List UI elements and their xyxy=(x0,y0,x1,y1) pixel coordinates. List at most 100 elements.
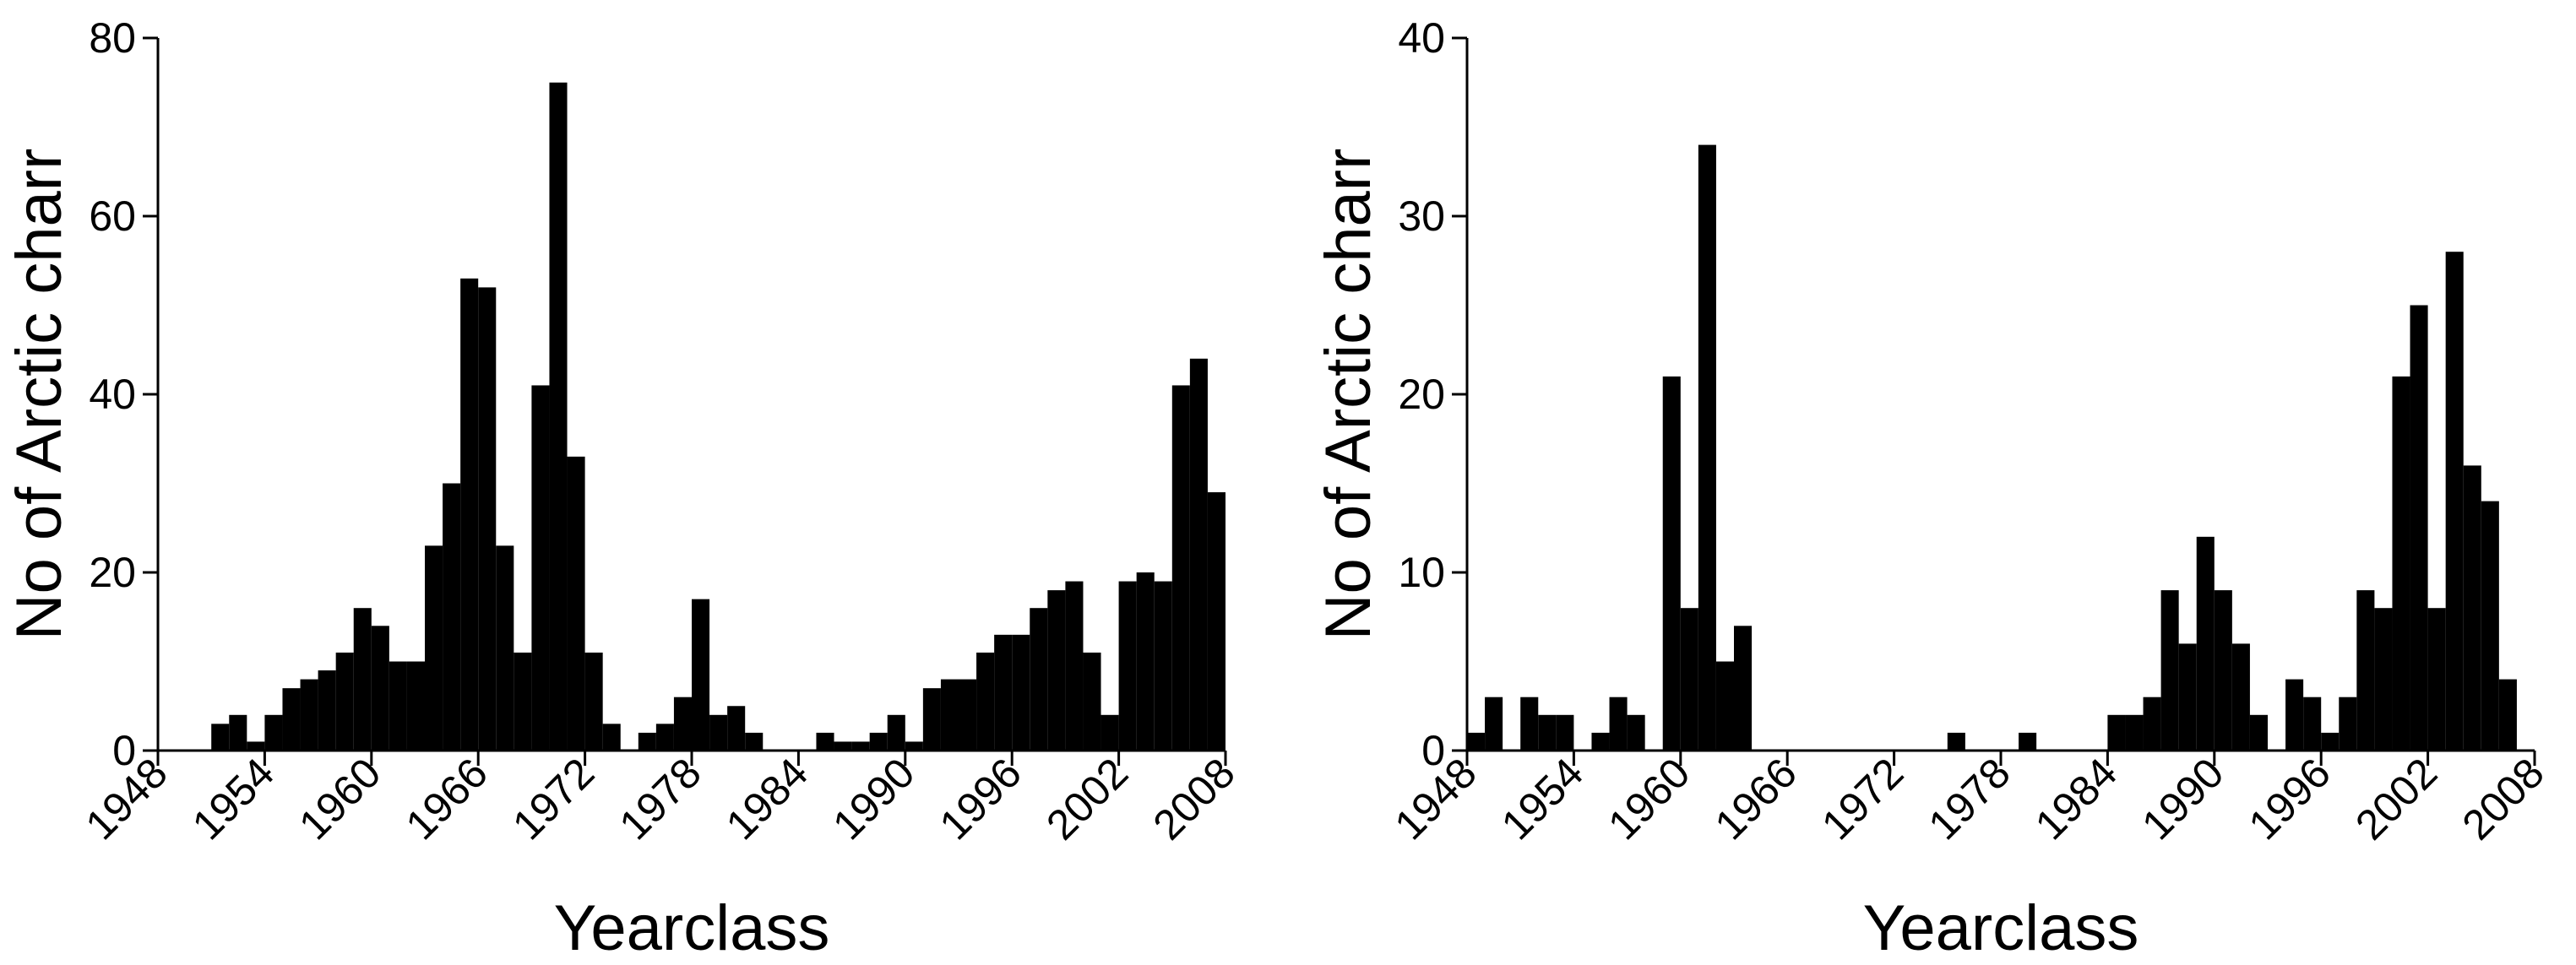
bar xyxy=(318,670,336,751)
bar xyxy=(1715,661,1734,751)
x-tick-label: 1960 xyxy=(1599,749,1698,848)
bar xyxy=(1520,697,1539,751)
bar xyxy=(1698,144,1716,751)
x-tick-label: 1972 xyxy=(503,749,603,848)
bar xyxy=(1485,697,1503,751)
bar xyxy=(2107,714,2126,751)
bar xyxy=(1609,697,1628,751)
x-tick-label: 1978 xyxy=(611,749,710,848)
bar xyxy=(1207,492,1226,751)
bar xyxy=(2463,465,2481,751)
x-tick-label: 1954 xyxy=(1492,749,1592,848)
y-tick-label: 10 xyxy=(1398,549,1445,596)
bar xyxy=(300,679,318,751)
y-tick-label: 40 xyxy=(89,371,136,418)
x-tick-label: 1984 xyxy=(717,749,817,848)
bar xyxy=(1136,572,1155,751)
bar xyxy=(2214,590,2232,751)
bar xyxy=(1047,590,1066,751)
bar xyxy=(1012,634,1030,751)
y-tick-label: 40 xyxy=(1398,14,1445,62)
x-tick-label: 2002 xyxy=(1037,749,1137,848)
x-tick-label: 1984 xyxy=(2026,749,2126,848)
bar xyxy=(2445,252,2464,751)
bar xyxy=(1083,652,1101,751)
x-tick-label: 1990 xyxy=(823,749,923,848)
bar xyxy=(602,724,621,751)
bar xyxy=(905,741,923,751)
bar xyxy=(1734,626,1753,751)
bar xyxy=(851,741,870,751)
bar xyxy=(1101,714,1119,751)
bar xyxy=(959,679,977,751)
bar xyxy=(211,724,230,751)
y-axis-label: No of Arctic charr xyxy=(1312,149,1384,641)
bar xyxy=(549,82,568,751)
bar xyxy=(2303,697,2322,751)
x-tick-label: 1972 xyxy=(1812,749,1912,848)
y-tick-label: 30 xyxy=(1398,192,1445,240)
bar xyxy=(425,545,443,751)
y-tick-label: 0 xyxy=(112,727,136,774)
bar xyxy=(2339,697,2357,751)
bar xyxy=(1662,376,1681,751)
bar xyxy=(2321,732,2340,751)
bar xyxy=(335,652,354,751)
bar xyxy=(1556,714,1574,751)
bar xyxy=(940,679,959,751)
bar xyxy=(1467,732,1486,751)
x-tick-label: 1996 xyxy=(2240,749,2340,848)
x-tick-label: 2002 xyxy=(2346,749,2446,848)
bar xyxy=(371,626,389,751)
bar xyxy=(264,714,283,751)
bar xyxy=(2410,305,2428,751)
bar xyxy=(2249,714,2268,751)
x-tick-label: 1960 xyxy=(290,749,389,848)
bar xyxy=(1627,714,1645,751)
bar xyxy=(869,732,888,751)
y-tick-label: 80 xyxy=(89,14,136,62)
bar xyxy=(2481,501,2499,751)
bar xyxy=(460,278,479,751)
bar xyxy=(584,652,603,751)
bar xyxy=(2427,608,2446,751)
bar xyxy=(1030,608,1048,751)
bar xyxy=(2160,590,2179,751)
bar xyxy=(406,661,425,751)
x-tick-label: 2008 xyxy=(2454,749,2553,848)
bar xyxy=(2178,643,2197,751)
y-tick-label: 20 xyxy=(1398,371,1445,418)
x-tick-label: 1996 xyxy=(931,749,1030,848)
x-axis-label: Yearclass xyxy=(1863,892,2139,964)
bar xyxy=(1171,385,1190,751)
bar xyxy=(692,599,710,751)
bar xyxy=(229,714,247,751)
bar xyxy=(2285,679,2304,751)
bar xyxy=(638,732,656,751)
bar xyxy=(514,652,532,751)
bar xyxy=(353,608,372,751)
x-tick-label: 1966 xyxy=(397,749,497,848)
bar xyxy=(1065,581,1084,751)
bar xyxy=(673,697,692,751)
bar xyxy=(567,456,585,751)
y-axis-label: No of Arctic charr xyxy=(3,149,75,641)
bar xyxy=(976,652,995,751)
bar xyxy=(1591,732,1610,751)
bar xyxy=(443,483,461,751)
x-tick-label: 1954 xyxy=(183,749,283,848)
bar xyxy=(2019,732,2037,751)
x-tick-label: 2008 xyxy=(1144,749,1244,848)
bar xyxy=(1154,581,1172,751)
bar xyxy=(389,661,407,751)
y-tick-label: 0 xyxy=(1421,727,1445,774)
bar xyxy=(2196,536,2215,751)
bar xyxy=(1947,732,1965,751)
bar xyxy=(1538,714,1557,751)
x-tick-label: 1978 xyxy=(1920,749,2019,848)
bar xyxy=(2125,714,2144,751)
bar xyxy=(745,732,764,751)
bar xyxy=(922,688,941,751)
bar xyxy=(994,634,1013,751)
